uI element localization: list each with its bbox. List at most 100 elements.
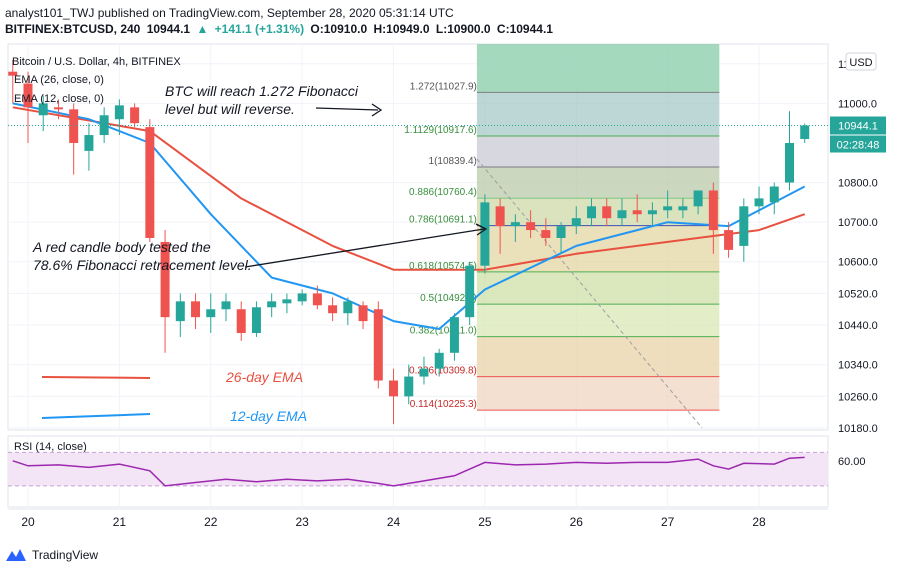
candle-body	[480, 202, 490, 266]
candle-body	[282, 299, 292, 304]
candle	[343, 297, 353, 326]
currency-box[interactable]	[845, 52, 877, 71]
fib-band	[476, 271, 720, 305]
y-tick-label: 10260.0	[838, 391, 878, 403]
candle	[267, 293, 277, 318]
candle	[495, 198, 505, 254]
fib-band	[476, 198, 720, 226]
candle	[38, 95, 48, 132]
candle-body	[38, 103, 48, 116]
annotation-left-line1: A red candle body tested the	[32, 239, 211, 255]
low-value: L:10900.0	[435, 22, 491, 36]
candle-body	[800, 125, 810, 140]
ema12-label: 12-day EMA	[230, 408, 307, 424]
x-tick-label: 23	[295, 515, 309, 529]
candle-body	[312, 293, 322, 306]
candle-body	[69, 109, 79, 143]
candle-body	[130, 107, 140, 124]
x-tick-label: 27	[661, 515, 675, 529]
tradingview-logo: TradingView	[6, 548, 98, 562]
y-tick-label: 10600.0	[838, 257, 878, 269]
close-value: C:10944.1	[496, 22, 553, 36]
candle-body	[526, 222, 536, 231]
ema26-label: 26-day EMA	[225, 369, 303, 385]
candle	[556, 222, 566, 254]
candle-body	[510, 222, 520, 227]
candle	[419, 356, 429, 385]
x-tick-label: 21	[113, 515, 127, 529]
candle	[130, 103, 140, 128]
candle-body	[297, 293, 307, 302]
candle-body	[343, 301, 353, 314]
fib-band	[476, 304, 720, 337]
up-arrow-icon: ▲	[196, 22, 209, 36]
y-tick-label: 10700.0	[838, 217, 878, 229]
candle	[465, 261, 475, 326]
fib-level-label: 0.618(10574.5)	[409, 261, 477, 272]
currency-selector[interactable]: USD	[845, 52, 877, 71]
candle	[647, 202, 657, 227]
candle-body	[175, 301, 185, 322]
fib-band	[476, 136, 720, 167]
candle	[632, 194, 642, 223]
fib-level-label: 1(10839.4)	[429, 156, 477, 167]
open-value: O:10910.0	[310, 22, 368, 36]
candle	[510, 214, 520, 242]
symbol: BITFINEX:BTCUSD, 240	[5, 22, 141, 36]
y-tick-label: 10520.0	[838, 288, 878, 300]
candle-body	[23, 83, 33, 108]
candle	[236, 301, 246, 341]
candle-body	[389, 380, 399, 397]
candle	[404, 364, 414, 405]
x-tick-label: 28	[752, 515, 766, 529]
candle-body	[84, 135, 94, 151]
annotation-top-line2: level but will reverse.	[165, 101, 295, 117]
candle	[389, 368, 399, 425]
candle	[541, 218, 551, 246]
fib-trend-line	[476, 158, 703, 429]
x-tick-label: 26	[570, 515, 584, 529]
candle	[678, 198, 688, 219]
candle-body	[708, 190, 718, 231]
candle	[587, 198, 597, 227]
x-tick-label: 20	[21, 515, 35, 529]
candle	[8, 59, 18, 104]
candle	[571, 206, 581, 235]
candle-body	[571, 218, 581, 227]
candle	[175, 293, 185, 337]
fib-band	[476, 166, 720, 199]
rsi-tick-label: 60.00	[838, 456, 866, 468]
candle-body	[678, 206, 688, 211]
candle-body	[236, 309, 246, 334]
arrow-head-icon	[371, 103, 383, 117]
rsi-line	[12, 456, 805, 487]
candle	[480, 194, 490, 274]
candle-body	[404, 376, 414, 397]
candle	[724, 222, 734, 258]
ema26-legend-swatch	[41, 376, 151, 379]
candle-body	[617, 210, 627, 219]
candle-body	[541, 230, 551, 238]
x-tick-label: 22	[204, 515, 218, 529]
candle	[84, 123, 94, 171]
candle-body	[495, 206, 505, 227]
candle	[754, 186, 764, 215]
candle	[449, 313, 459, 361]
arrow-head-icon	[475, 223, 488, 236]
price-tag: 10944.1	[838, 121, 878, 133]
candle-body	[145, 127, 155, 238]
last-price: 10944.1	[146, 22, 191, 36]
candle-body	[556, 226, 566, 238]
candle-body	[328, 305, 338, 314]
candle	[191, 293, 201, 330]
candle-body	[114, 105, 124, 120]
rsi-band	[8, 452, 828, 486]
candle-body	[465, 265, 475, 318]
high-value: H:10949.0	[373, 22, 430, 36]
fib-level-label: 0.114(10225.3)	[410, 399, 477, 410]
candle	[328, 297, 338, 322]
candle	[69, 103, 79, 175]
candle-body	[663, 206, 673, 211]
fib-level-label: 1.1129(10917.6)	[404, 125, 477, 136]
